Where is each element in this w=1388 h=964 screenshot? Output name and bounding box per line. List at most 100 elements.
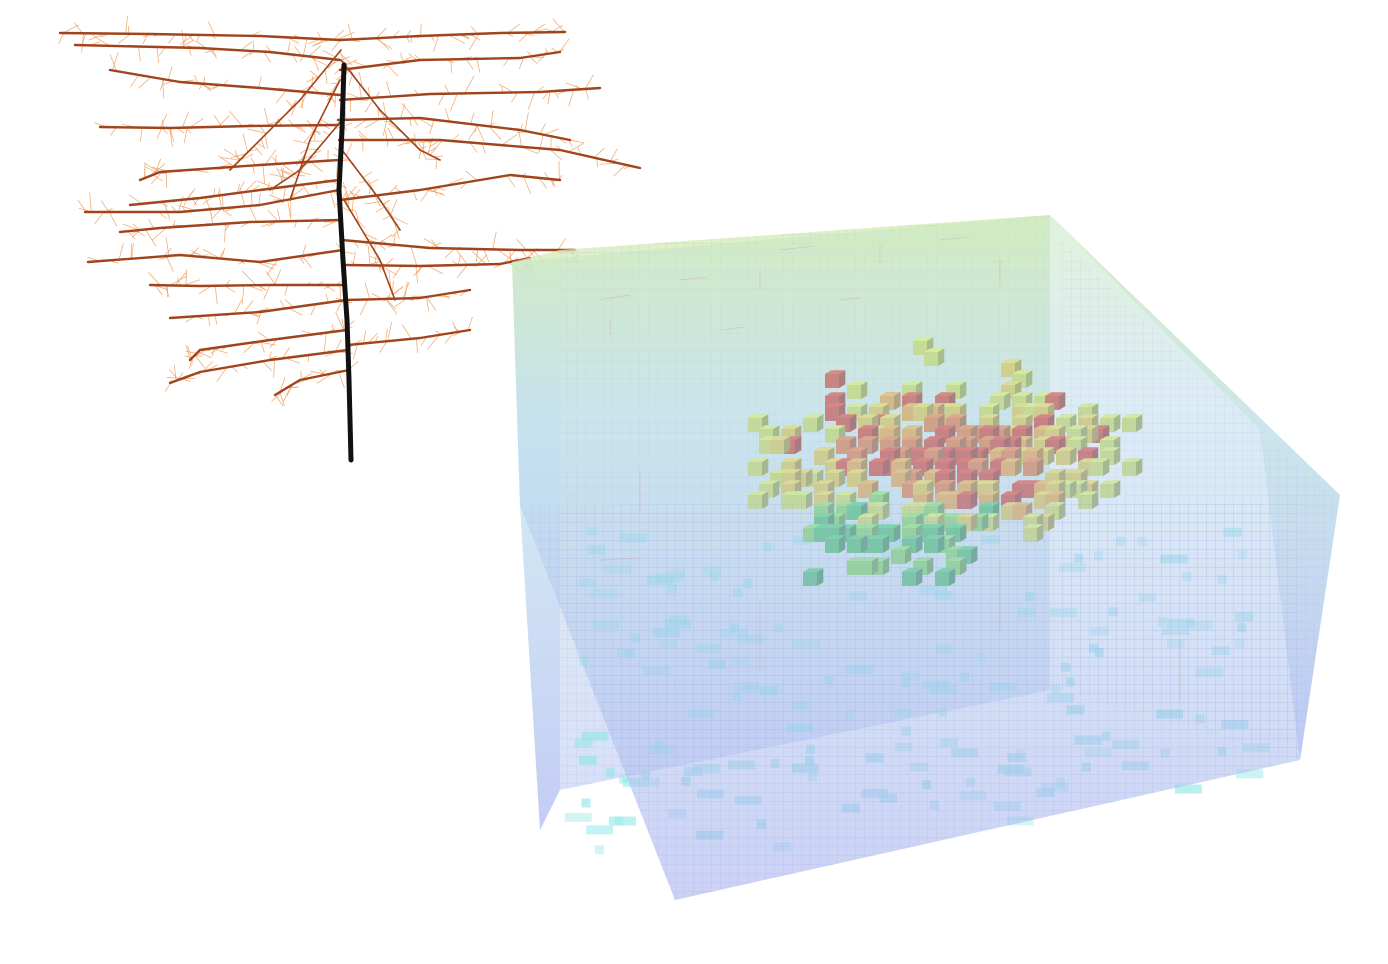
root-hair	[219, 250, 224, 259]
lateral-root	[138, 158, 341, 182]
root-hair	[214, 285, 218, 305]
root-hair	[92, 35, 110, 47]
root-hair	[344, 109, 347, 120]
root-hair	[363, 233, 377, 240]
moisture-voxel	[564, 812, 592, 822]
root-hair	[358, 130, 369, 141]
root-hair	[373, 255, 377, 266]
root-hair	[501, 133, 518, 146]
root-hair	[529, 56, 538, 65]
root-hair	[234, 299, 243, 314]
root-hair	[538, 134, 544, 154]
moisture-voxel	[1174, 784, 1202, 794]
root-hair	[400, 52, 404, 63]
lateral-root	[148, 283, 347, 288]
root-hair	[205, 197, 213, 216]
root-hair	[390, 215, 408, 225]
root-hair	[195, 34, 201, 43]
root-hair	[139, 127, 143, 142]
root-hair	[277, 209, 281, 222]
root-hair	[470, 26, 478, 35]
root-hair	[358, 83, 362, 99]
root-hair	[470, 112, 475, 125]
root-hair	[166, 255, 174, 272]
root-hair	[152, 174, 164, 182]
lateral-root	[344, 288, 472, 302]
moisture-voxel	[581, 731, 609, 741]
lateral-root	[86, 248, 345, 264]
root-hair	[239, 187, 246, 207]
root-hair	[490, 110, 494, 127]
moisture-voxel	[614, 816, 624, 826]
root-hair	[376, 27, 387, 39]
root-hair	[385, 298, 398, 315]
root-hair	[527, 91, 535, 110]
root-hair	[524, 112, 529, 132]
root-hair	[367, 333, 378, 344]
root-hair	[234, 150, 240, 162]
root-hair	[100, 200, 110, 213]
root-hair	[382, 117, 388, 136]
root-hair	[507, 23, 521, 34]
root-hair	[364, 282, 371, 300]
root-hair	[472, 251, 487, 265]
root-hair	[269, 338, 278, 349]
root-hair	[203, 249, 221, 259]
root-hair	[390, 199, 398, 216]
root-hair	[256, 311, 262, 325]
root-hair	[282, 164, 296, 174]
root-hair	[264, 134, 268, 149]
root-hair	[427, 265, 444, 275]
root-hair	[552, 18, 565, 33]
root-hair	[159, 79, 165, 91]
root-hair	[156, 127, 162, 140]
root-hair	[162, 78, 165, 99]
root-hair	[420, 336, 428, 347]
root-hair	[224, 223, 226, 243]
root-hair	[158, 46, 166, 56]
moisture-voxel	[574, 738, 593, 748]
root-hair	[330, 191, 336, 208]
root-hair	[309, 70, 319, 78]
root-hair	[302, 244, 307, 256]
root-hair	[198, 285, 213, 294]
soil-voxel-volume	[512, 215, 1340, 900]
root-hair	[418, 150, 422, 159]
root-hair	[340, 56, 351, 61]
lateral-root	[108, 68, 342, 97]
root-hair	[262, 361, 272, 371]
root-hair	[474, 124, 478, 133]
root-hair	[308, 45, 322, 57]
root-hair	[300, 370, 302, 380]
root-hair	[391, 228, 400, 238]
root-hair	[543, 128, 559, 136]
root-hair	[194, 354, 206, 369]
root-hair	[217, 115, 230, 128]
root-hair	[476, 58, 481, 73]
root-hair	[334, 339, 342, 352]
root-hair	[279, 391, 285, 407]
lateral-root	[338, 30, 567, 42]
root-hair	[307, 220, 314, 230]
root-hair	[341, 190, 348, 200]
root-hair	[322, 49, 336, 58]
root-hair	[276, 167, 284, 182]
lateral-root	[188, 328, 349, 362]
root-hair	[387, 127, 395, 141]
root-hair	[230, 153, 247, 159]
root-hair	[450, 59, 452, 73]
root-hair	[264, 107, 269, 126]
root-hair	[144, 163, 160, 173]
root-hair	[182, 111, 189, 128]
root-hair	[413, 117, 419, 126]
root-hair	[386, 63, 398, 77]
root-hair	[274, 154, 277, 165]
root-hair	[345, 59, 358, 66]
root-hair	[174, 271, 187, 286]
root-hair	[127, 230, 136, 240]
root-hair	[395, 298, 407, 308]
root-hair	[299, 91, 308, 109]
root-hair	[258, 76, 262, 88]
root-hair	[469, 142, 478, 153]
root-hair	[467, 316, 473, 331]
